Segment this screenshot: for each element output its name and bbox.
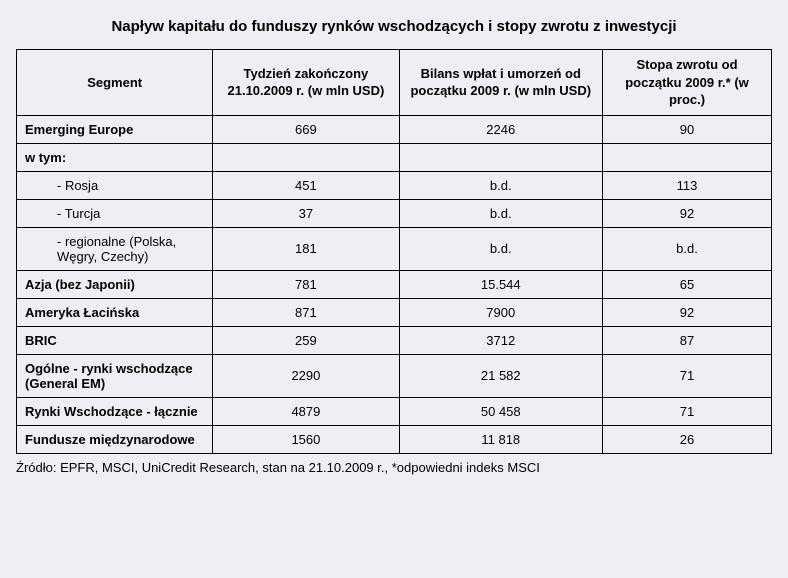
table-row: Ogólne - rynki wschodzące (General EM)22…: [17, 354, 772, 397]
table-row: - regionalne (Polska, Węgry, Czechy)181b…: [17, 227, 772, 270]
row-value: b.d.: [399, 171, 603, 199]
row-segment-label: BRIC: [17, 326, 213, 354]
row-value: 15.544: [399, 270, 603, 298]
row-segment-label: - Rosja: [17, 171, 213, 199]
row-value: 65: [603, 270, 772, 298]
row-value: 21 582: [399, 354, 603, 397]
row-value: [603, 143, 772, 171]
table-row: Emerging Europe669224690: [17, 115, 772, 143]
table-row: Fundusze międzynarodowe156011 81826: [17, 425, 772, 453]
row-segment-label: - regionalne (Polska, Węgry, Czechy): [17, 227, 213, 270]
row-value: b.d.: [399, 227, 603, 270]
row-value: b.d.: [603, 227, 772, 270]
table-row: - Turcja37b.d.92: [17, 199, 772, 227]
row-value: [213, 143, 399, 171]
table-row: - Rosja451b.d.113: [17, 171, 772, 199]
row-segment-label: Rynki Wschodzące - łącznie: [17, 397, 213, 425]
row-value: 2290: [213, 354, 399, 397]
row-value: 87: [603, 326, 772, 354]
row-value: 451: [213, 171, 399, 199]
row-value: 669: [213, 115, 399, 143]
data-table: Segment Tydzień zakończony 21.10.2009 r.…: [16, 49, 772, 454]
col-header-return: Stopa zwrotu od początku 2009 r.* (w pro…: [603, 50, 772, 116]
col-header-balance: Bilans wpłat i umorzeń od początku 2009 …: [399, 50, 603, 116]
row-segment-label: Fundusze międzynarodowe: [17, 425, 213, 453]
row-segment-label: Ameryka Łacińska: [17, 298, 213, 326]
row-value: 26: [603, 425, 772, 453]
row-value: 37: [213, 199, 399, 227]
table-row: BRIC259371287: [17, 326, 772, 354]
row-value: 3712: [399, 326, 603, 354]
row-value: 871: [213, 298, 399, 326]
col-header-week: Tydzień zakończony 21.10.2009 r. (w mln …: [213, 50, 399, 116]
row-value: 181: [213, 227, 399, 270]
table-row: Rynki Wschodzące - łącznie487950 45871: [17, 397, 772, 425]
row-value: 781: [213, 270, 399, 298]
row-segment-label: Emerging Europe: [17, 115, 213, 143]
row-value: [399, 143, 603, 171]
row-segment-label: w tym:: [17, 143, 213, 171]
row-value: 71: [603, 354, 772, 397]
table-header-row: Segment Tydzień zakończony 21.10.2009 r.…: [17, 50, 772, 116]
row-segment-label: Ogólne - rynki wschodzące (General EM): [17, 354, 213, 397]
row-value: 90: [603, 115, 772, 143]
row-value: 92: [603, 298, 772, 326]
row-value: 4879: [213, 397, 399, 425]
row-value: 2246: [399, 115, 603, 143]
row-value: 71: [603, 397, 772, 425]
col-header-segment: Segment: [17, 50, 213, 116]
row-value: 50 458: [399, 397, 603, 425]
row-segment-label: - Turcja: [17, 199, 213, 227]
row-value: 7900: [399, 298, 603, 326]
row-value: 113: [603, 171, 772, 199]
table-footnote: Źródło: EPFR, MSCI, UniCredit Research, …: [16, 460, 772, 475]
row-segment-label: Azja (bez Japonii): [17, 270, 213, 298]
row-value: 92: [603, 199, 772, 227]
row-value: b.d.: [399, 199, 603, 227]
row-value: 259: [213, 326, 399, 354]
table-row: w tym:: [17, 143, 772, 171]
row-value: 11 818: [399, 425, 603, 453]
table-title: Napływ kapitału do funduszy rynków wscho…: [16, 18, 772, 35]
row-value: 1560: [213, 425, 399, 453]
table-row: Ameryka Łacińska871790092: [17, 298, 772, 326]
table-row: Azja (bez Japonii)78115.54465: [17, 270, 772, 298]
